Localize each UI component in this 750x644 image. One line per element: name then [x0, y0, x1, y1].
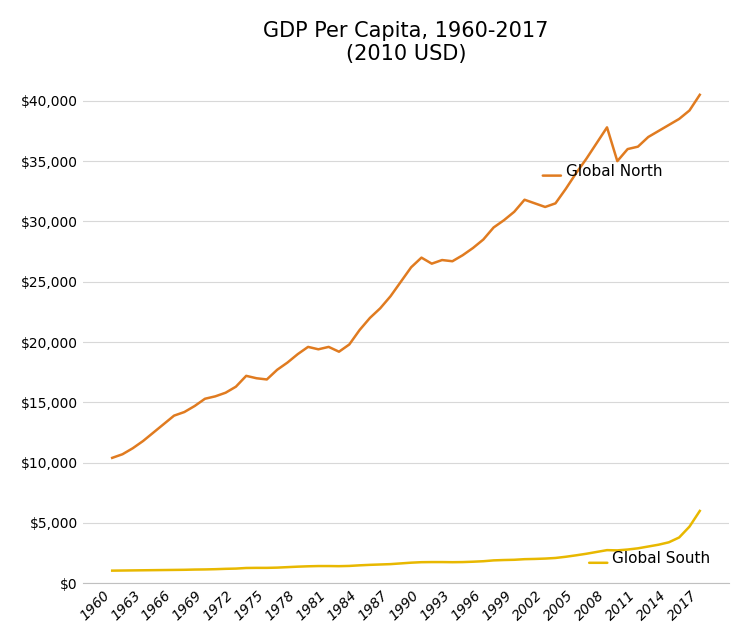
Global North: [500, 216, 508, 224]
Global North: [108, 454, 117, 462]
Global North: [675, 115, 684, 123]
Global South: [695, 507, 704, 515]
Text: Global North: Global North: [566, 164, 662, 178]
Global South: [252, 564, 261, 572]
Global South: [541, 554, 550, 562]
Text: Global South: Global South: [612, 551, 710, 566]
Global South: [675, 534, 684, 542]
Global North: [602, 124, 611, 131]
Global South: [500, 556, 508, 564]
Global South: [242, 564, 250, 572]
Line: Global South: Global South: [112, 511, 700, 571]
Global South: [602, 546, 611, 554]
Title: GDP Per Capita, 1960-2017
(2010 USD): GDP Per Capita, 1960-2017 (2010 USD): [263, 21, 549, 64]
Global North: [541, 203, 550, 211]
Global North: [252, 374, 261, 382]
Line: Global North: Global North: [112, 95, 700, 458]
Global North: [695, 91, 704, 99]
Global North: [242, 372, 250, 380]
Global South: [108, 567, 117, 574]
